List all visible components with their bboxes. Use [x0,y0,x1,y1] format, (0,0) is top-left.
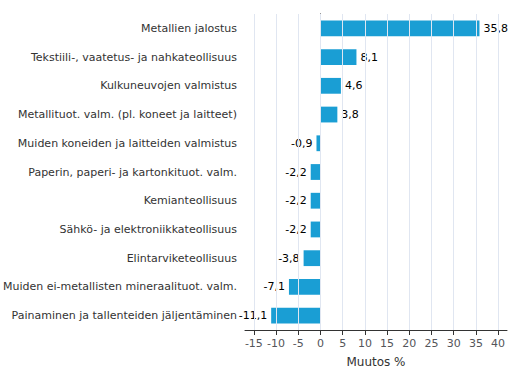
svg-text:-2,2: -2,2 [285,166,306,179]
svg-text:35,8: 35,8 [483,22,508,35]
svg-text:Painaminen ja tallenteiden jäl: Painaminen ja tallenteiden jäljentäminen [12,309,237,322]
svg-text:-3,8: -3,8 [278,252,299,265]
svg-text:-7,1: -7,1 [263,280,284,293]
svg-text:Sähkö- ja elektroniikkateollis: Sähkö- ja elektroniikkateollisuus [60,223,238,236]
svg-text:Metallituot. valm. (pl. koneet: Metallituot. valm. (pl. koneet ja laitte… [18,108,237,121]
svg-text:40: 40 [491,337,505,350]
svg-text:30: 30 [447,337,461,350]
svg-text:Tekstiili-, vaatetus- ja nahka: Tekstiili-, vaatetus- ja nahkateollisuus [30,51,237,64]
svg-text:Kemianteollisuus: Kemianteollisuus [144,194,238,207]
svg-text:-5: -5 [293,337,304,350]
svg-text:Kulkuneuvojen valmistus: Kulkuneuvojen valmistus [100,79,237,92]
svg-text:Muiden koneiden ja laitteiden: Muiden koneiden ja laitteiden valmistus [18,137,237,150]
svg-text:Muiden ei-metallisten mineraal: Muiden ei-metallisten mineraalituot. val… [3,280,237,293]
svg-text:Elintarviketeollisuus: Elintarviketeollisuus [127,252,238,265]
svg-text:-15: -15 [245,337,263,350]
svg-text:-10: -10 [267,337,285,350]
svg-text:-11,1: -11,1 [239,309,267,322]
svg-text:5: 5 [339,337,346,350]
svg-text:10: 10 [358,337,372,350]
svg-text:4,6: 4,6 [345,79,363,92]
svg-text:-0,9: -0,9 [291,137,312,150]
svg-text:Muutos %: Muutos % [346,355,405,369]
svg-text:Paperin, paperi- ja kartonkitu: Paperin, paperi- ja kartonkituot. valm. [28,166,237,179]
svg-text:Metallien jalostus: Metallien jalostus [141,22,237,35]
svg-text:8,1: 8,1 [360,51,378,64]
svg-text:25: 25 [425,337,439,350]
svg-text:15: 15 [380,337,394,350]
svg-text:-2,2: -2,2 [285,223,306,236]
svg-text:20: 20 [402,337,416,350]
svg-text:-2,2: -2,2 [285,194,306,207]
svg-text:0: 0 [317,337,324,350]
svg-text:3,8: 3,8 [341,108,359,121]
svg-text:35: 35 [469,337,483,350]
